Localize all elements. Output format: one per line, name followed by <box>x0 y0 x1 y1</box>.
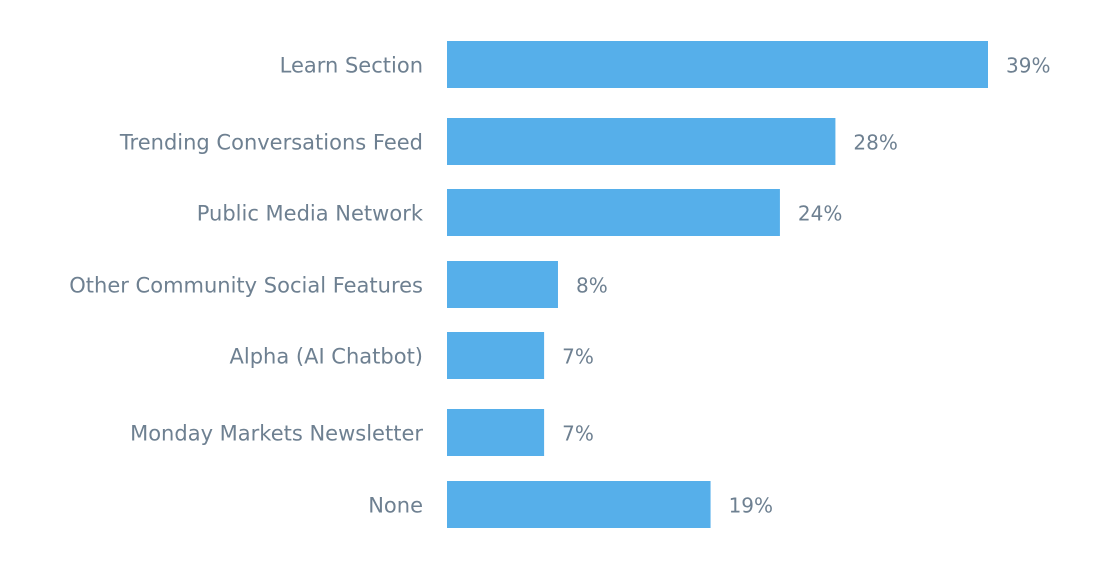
bar <box>447 189 780 236</box>
value-label: 8% <box>576 274 608 298</box>
bar <box>447 41 988 88</box>
value-label: 19% <box>729 494 773 518</box>
value-label: 7% <box>562 345 594 369</box>
category-label: Trending Conversations Feed <box>119 131 423 155</box>
bar <box>447 332 545 379</box>
bar <box>447 409 545 456</box>
bar <box>447 481 711 528</box>
bar <box>447 118 836 165</box>
category-label: Learn Section <box>280 54 423 78</box>
category-label: Monday Markets Newsletter <box>130 422 423 446</box>
category-label: None <box>368 494 423 518</box>
category-label: Alpha (AI Chatbot) <box>230 345 424 369</box>
value-label: 24% <box>798 202 842 226</box>
category-label: Other Community Social Features <box>69 274 423 298</box>
value-label: 28% <box>853 131 897 155</box>
value-label: 39% <box>1006 54 1050 78</box>
bar <box>447 261 558 308</box>
category-label: Public Media Network <box>197 202 424 226</box>
value-label: 7% <box>562 422 594 446</box>
